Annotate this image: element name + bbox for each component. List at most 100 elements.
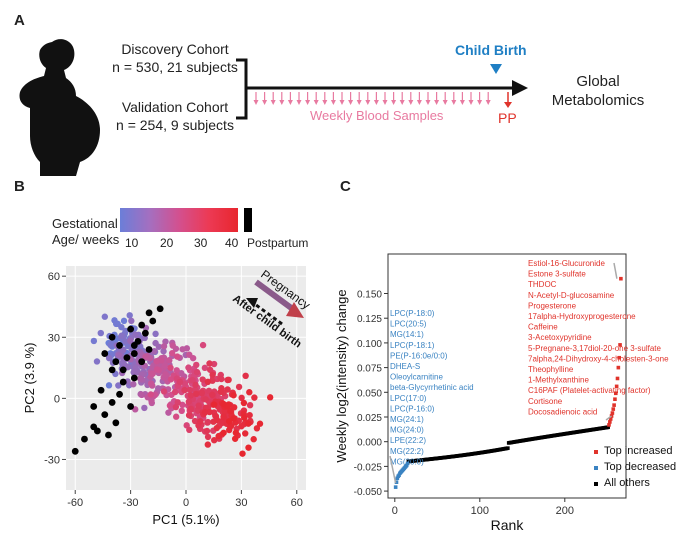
pca-axes: -60 -30 0 30 60 -30 0 30 60 PC1 (5.1%) PC2 (3.9 %) xyxy=(22,271,303,527)
sample-arrowhead-icon xyxy=(408,100,414,105)
pca-point-pregnancy xyxy=(238,423,245,430)
pca-point-pregnancy xyxy=(112,320,120,328)
sample-arrowhead-icon xyxy=(339,100,345,105)
pca-point-postpartum xyxy=(156,305,164,313)
sample-arrowhead-icon xyxy=(485,100,491,105)
decreased-metabolite-label: LPC(P-16:0) xyxy=(390,404,435,413)
decreased-metabolite-label: LPC(P-18:1) xyxy=(390,341,435,350)
pca-point-pregnancy xyxy=(153,366,161,373)
sample-arrowhead-icon xyxy=(416,100,422,105)
pca-point-postpartum xyxy=(138,358,146,366)
pca-point-pregnancy xyxy=(232,429,240,437)
pca-point-pregnancy xyxy=(199,376,206,383)
pca-point-pregnancy xyxy=(168,349,176,357)
pca-point-pregnancy xyxy=(127,337,134,344)
pca-point-pregnancy xyxy=(90,337,98,345)
pca-point-pregnancy xyxy=(193,368,201,376)
increased-metabolite-label: Caffeine xyxy=(528,323,558,332)
rank-points xyxy=(393,276,623,489)
pp-arrowhead-icon xyxy=(504,102,512,108)
pca-point-pregnancy xyxy=(181,380,189,388)
panel-letter-b: B xyxy=(14,178,25,195)
pca-point-pregnancy xyxy=(97,329,104,337)
pca-point-pregnancy xyxy=(256,420,264,427)
pca-point-pregnancy xyxy=(266,394,274,401)
increased-metabolite-label: Cortisone xyxy=(528,397,563,406)
rank-y-tick-label: 0.125 xyxy=(357,314,382,325)
pca-point-postpartum xyxy=(101,350,109,357)
rank-point-decreased xyxy=(394,480,399,484)
pca-point-pregnancy xyxy=(118,332,125,339)
pca-point-pregnancy xyxy=(204,419,211,426)
pca-point-pregnancy xyxy=(120,317,128,325)
rank-y-tick-label: 0.075 xyxy=(357,364,382,375)
discovery-cohort-title: Discovery Cohort xyxy=(121,41,229,57)
decreased-metabolite-label: LPE(22:2) xyxy=(390,436,426,445)
increased-metabolite-label: C16PAF (Platelet-activating factor) xyxy=(528,386,651,395)
increased-metabolite-label: 5-Pregnane-3,17diol-20-one 3-sulfate xyxy=(528,344,662,353)
pca-point-pregnancy xyxy=(186,386,194,393)
pca-point-pregnancy xyxy=(189,376,196,384)
pca-point-pregnancy xyxy=(186,426,193,434)
pca-point-pregnancy xyxy=(107,341,114,348)
rank-y-tick-label: 0.050 xyxy=(357,388,382,399)
pca-point-pregnancy xyxy=(199,341,207,349)
pca-point-pregnancy xyxy=(115,351,123,359)
sample-arrowhead-icon xyxy=(356,100,362,105)
pca-y-axis-label: PC2 (3.9 %) xyxy=(22,343,37,414)
pca-point-pregnancy xyxy=(206,366,214,373)
rank-point-increased xyxy=(614,391,618,396)
pca-point-pregnancy xyxy=(93,358,101,365)
pca-point-pregnancy xyxy=(174,353,181,360)
global-metabolomics-label: Global Metabolomics xyxy=(551,73,645,109)
rank-y-tick-label: 0.000 xyxy=(357,438,382,449)
pca-point-pregnancy xyxy=(201,364,209,372)
sample-arrowhead-icon xyxy=(468,100,474,105)
sample-arrowhead-icon xyxy=(270,100,276,105)
pca-point-pregnancy xyxy=(209,371,216,378)
postpartum-color-swatch xyxy=(244,208,252,232)
pca-point-pregnancy xyxy=(148,397,155,404)
pca-point-pregnancy xyxy=(161,362,169,369)
rank-legend: Top increased Top decreased All others xyxy=(594,445,676,489)
increased-metabolite-label: N-Acetyl-D-glucosamine xyxy=(528,291,615,300)
sample-arrowhead-icon xyxy=(279,100,285,105)
pca-point-pregnancy xyxy=(176,378,184,386)
pca-point-pregnancy xyxy=(169,342,176,349)
pca-point-pregnancy xyxy=(179,401,186,409)
pca-point-pregnancy xyxy=(220,400,227,408)
decreased-metabolite-label: MG(20:0) xyxy=(390,457,424,466)
increased-metabolite-label: THDOC xyxy=(528,280,557,289)
increased-metabolite-label: Estone 3-sulfate xyxy=(528,270,586,279)
pca-point-postpartum xyxy=(130,350,138,357)
decreased-metabolite-label: MG(14:1) xyxy=(390,330,424,339)
rank-point-increased xyxy=(618,343,622,347)
panel-letter-a: A xyxy=(14,12,25,29)
rank-y-tick-label: 0.150 xyxy=(357,290,382,301)
validation-cohort-n: n = 254, 9 subjects xyxy=(116,117,234,133)
pca-point-pregnancy xyxy=(155,343,163,350)
pca-point-pregnancy xyxy=(251,394,258,401)
pca-point-pregnancy xyxy=(172,403,180,411)
pca-point-pregnancy xyxy=(210,436,218,444)
rank-point-other xyxy=(506,446,510,450)
pca-point-pregnancy xyxy=(160,388,168,395)
pca-point-pregnancy xyxy=(235,383,243,391)
sample-arrowhead-icon xyxy=(305,100,311,105)
pca-point-postpartum xyxy=(116,390,123,398)
decreased-metabolite-label: DHEA-S xyxy=(390,362,420,371)
rank-legend-swatch xyxy=(594,482,598,486)
decreased-metabolite-label: MG(22:2) xyxy=(390,447,424,456)
rank-point-decreased xyxy=(404,463,409,468)
pca-point-pregnancy xyxy=(158,357,165,364)
decreased-metabolite-label: LPC(P-18:0) xyxy=(390,309,435,318)
pca-point-postpartum xyxy=(130,342,138,349)
pca-point-pregnancy xyxy=(105,382,113,389)
pca-point-pregnancy xyxy=(136,375,144,382)
pca-x-tick-label: 60 xyxy=(291,497,303,509)
gestational-color-bar xyxy=(120,208,238,232)
decreased-metabolite-label: LPC(17:0) xyxy=(390,394,427,403)
pca-point-pregnancy xyxy=(193,361,200,369)
decreased-metabolite-label: MG(24:1) xyxy=(390,415,424,424)
pca-point-pregnancy xyxy=(201,409,209,416)
